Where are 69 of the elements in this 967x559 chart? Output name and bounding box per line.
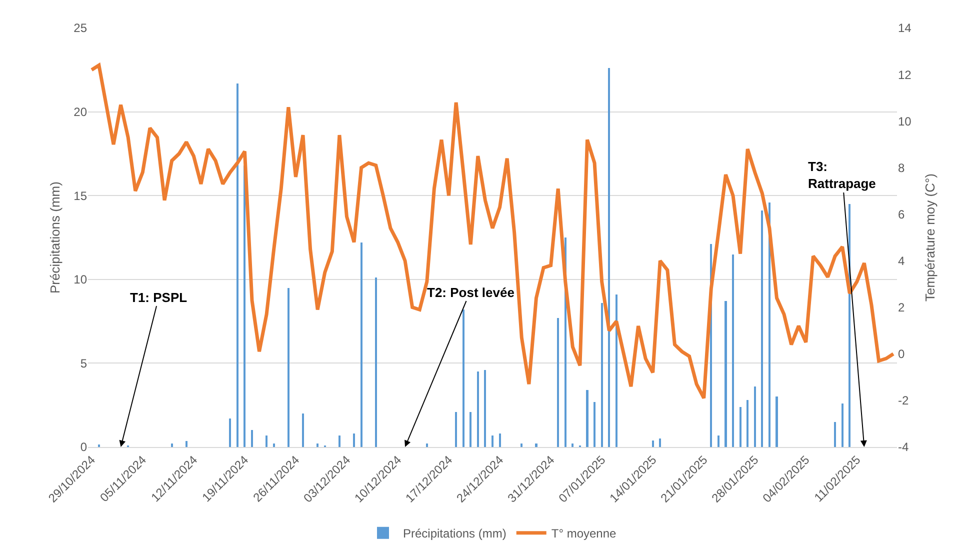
bar	[834, 422, 836, 447]
bar	[600, 302, 603, 447]
bar	[739, 406, 742, 447]
y2-tick-label: 14	[898, 21, 912, 36]
bar	[360, 242, 362, 447]
y2-axis-title: Température moy (C°)	[922, 173, 938, 302]
y2-tick-label: -4	[898, 440, 909, 454]
bar	[520, 444, 523, 447]
bar	[484, 370, 486, 447]
y-axis-title: Précipitations (mm)	[48, 182, 63, 294]
bar	[754, 386, 756, 447]
y2-tick-label: 6	[898, 207, 905, 222]
bar	[659, 438, 662, 447]
bar	[250, 430, 254, 447]
y-tick-label: 0	[80, 440, 88, 454]
y2-tick-label: 4	[898, 254, 905, 268]
annotation: T3: Rattrapage	[808, 159, 876, 191]
bar	[374, 278, 377, 447]
bar	[272, 444, 275, 447]
bar	[470, 412, 472, 447]
y2-tick-label: 8	[898, 160, 905, 175]
bar	[717, 435, 720, 447]
y-tick-label: 20	[74, 105, 88, 119]
bar	[266, 435, 268, 447]
bar	[557, 318, 560, 447]
y-tick-label: 25	[74, 21, 88, 36]
y2-tick-label: 12	[898, 68, 912, 82]
y2-tick-label: 0	[898, 347, 905, 362]
bar	[732, 254, 734, 447]
bar	[462, 310, 464, 447]
y2-tick-label: 10	[898, 114, 912, 128]
legend-label: Précipitations (mm)	[403, 526, 506, 541]
bar	[535, 444, 538, 447]
bar	[426, 444, 428, 447]
line-series	[90, 63, 896, 400]
bar	[287, 288, 290, 447]
bar	[98, 444, 100, 447]
bar	[491, 435, 494, 447]
bar	[316, 444, 319, 447]
bar	[244, 165, 246, 447]
y-tick-label: 15	[74, 188, 88, 203]
y-tick-label: 10	[74, 272, 88, 287]
bar	[586, 390, 588, 447]
bar	[476, 372, 479, 447]
y-tick-label: 5	[80, 356, 88, 370]
annotation: T2: Post levée	[427, 285, 514, 300]
bar	[170, 444, 173, 447]
bar	[608, 68, 610, 447]
y2-tick-label: 2	[898, 300, 905, 315]
bar	[572, 444, 574, 447]
bar	[185, 441, 188, 447]
bar	[229, 418, 232, 447]
bar	[236, 83, 238, 447]
bar	[615, 294, 618, 447]
bar	[498, 434, 501, 447]
bar	[652, 440, 654, 447]
bar	[594, 402, 596, 447]
bar	[724, 301, 727, 447]
legend-label: T° moyenne	[551, 526, 617, 541]
annotation: T1: PSPL	[130, 290, 188, 305]
bar	[841, 403, 844, 447]
bar	[776, 396, 778, 447]
bar	[353, 434, 356, 447]
bar	[455, 412, 458, 447]
bar	[338, 435, 340, 447]
bar	[746, 400, 749, 447]
y2-tick-label: -2	[898, 394, 909, 408]
bar	[761, 210, 764, 447]
bar	[302, 413, 304, 447]
